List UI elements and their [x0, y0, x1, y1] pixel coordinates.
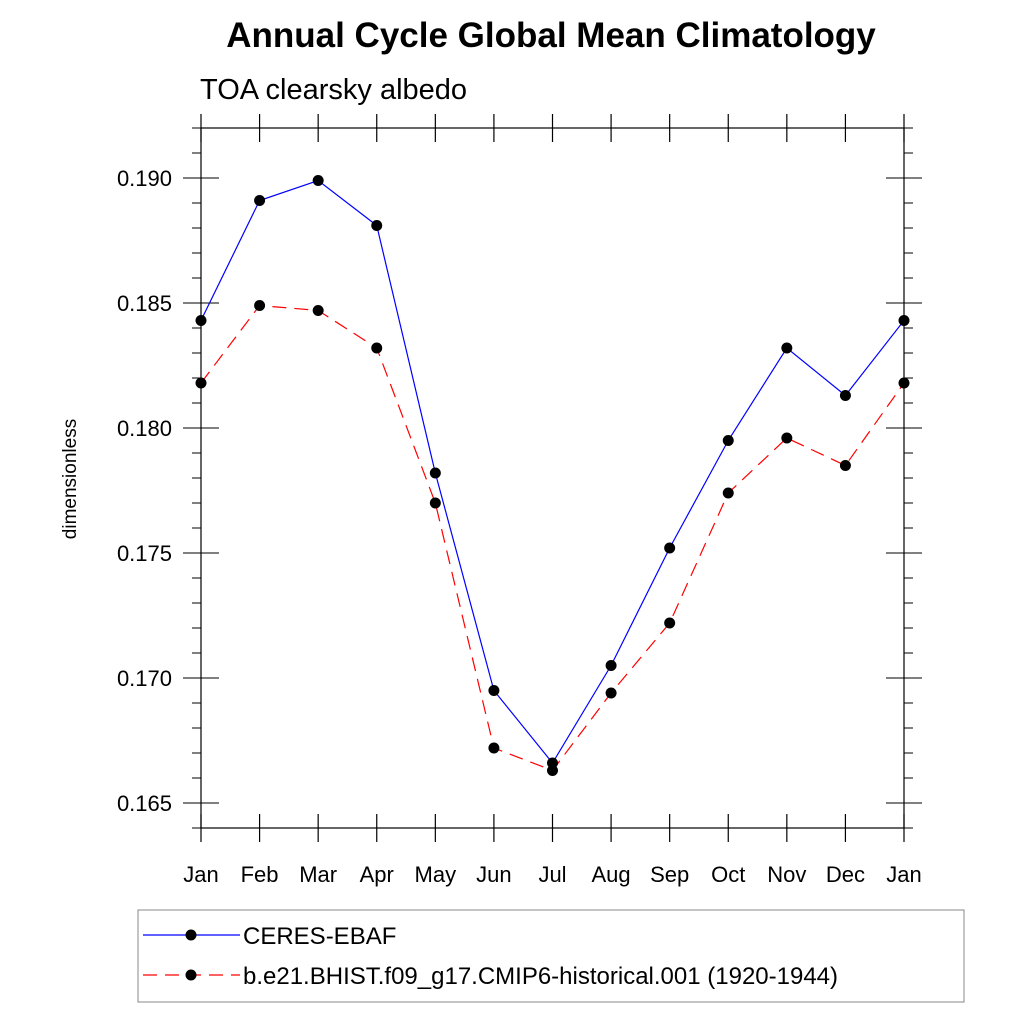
axis-ticks [183, 114, 922, 842]
series-layer [195, 175, 910, 776]
y-tick-label: 0.190 [117, 166, 172, 191]
series-1-point [664, 617, 676, 629]
series-0-point [371, 220, 383, 231]
series-1-point [781, 432, 793, 444]
legend-marker-model [185, 969, 197, 981]
series-0-point [781, 342, 793, 354]
series-0-point [722, 435, 734, 446]
y-tick-label: 0.170 [117, 666, 172, 691]
legend-label-ceres: CERES-EBAF [243, 923, 396, 950]
series-0-point [605, 660, 617, 671]
legend: CERES-EBAF b.e21.BHIST.f09_g17.CMIP6-his… [137, 909, 965, 1003]
y-axis-label: dimensionless [60, 419, 81, 539]
series-0-point [195, 315, 207, 326]
series-line-0 [200, 179, 905, 765]
series-0-point [312, 175, 324, 186]
series-0-point [429, 467, 441, 479]
legend-box [137, 909, 965, 1003]
chart-title: Annual Cycle Global Mean Climatology [226, 16, 876, 55]
y-tick-labels: 0.165 0.170 0.175 0.180 0.185 0.190 [117, 166, 172, 816]
series-1-point [254, 300, 266, 311]
series-1-point [429, 497, 441, 509]
x-tick-label: Jun [476, 862, 511, 887]
x-tick-label: Feb [241, 862, 279, 887]
legend-label-model: b.e21.BHIST.f09_g17.CMIP6-historical.001… [243, 963, 838, 990]
x-tick-label: Jul [538, 862, 566, 887]
series-0-point [898, 315, 910, 326]
series-1-point [488, 742, 500, 754]
plot-frame [200, 127, 905, 829]
series-1-point [371, 342, 383, 354]
y-tick-label: 0.175 [117, 541, 172, 566]
y-tick-label: 0.165 [117, 791, 172, 816]
series-1-point [605, 687, 617, 699]
series-0-point [254, 195, 266, 206]
series-1-point [312, 305, 324, 316]
x-tick-label: Mar [299, 862, 337, 887]
y-tick-label: 0.185 [117, 291, 172, 316]
series-1-point [547, 765, 558, 776]
series-1-point [898, 377, 910, 389]
x-tick-label: Apr [360, 862, 394, 887]
series-1-point [195, 377, 207, 389]
legend-marker-ceres [185, 929, 197, 941]
x-tick-label: May [415, 862, 457, 887]
x-tick-label: Jan [886, 862, 921, 887]
x-tick-label: Dec [826, 862, 865, 887]
x-tick-label: Oct [711, 862, 745, 887]
series-line-1 [200, 304, 905, 772]
series-1-point [839, 460, 851, 471]
x-tick-label: Aug [592, 862, 631, 887]
x-tick-label: Sep [650, 862, 689, 887]
series-0-point [488, 685, 500, 696]
x-tick-label: Jan [183, 862, 218, 887]
x-tick-labels: Jan Feb Mar Apr May Jun Jul Aug Sep Oct Nov Dec Jan [183, 862, 921, 887]
series-1-point [722, 487, 734, 499]
y-tick-label: 0.180 [117, 416, 172, 441]
series-0-point [664, 542, 676, 554]
chart-subtitle: TOA clearsky albedo [200, 74, 467, 106]
x-tick-label: Nov [767, 862, 806, 887]
series-0-point [839, 390, 851, 401]
